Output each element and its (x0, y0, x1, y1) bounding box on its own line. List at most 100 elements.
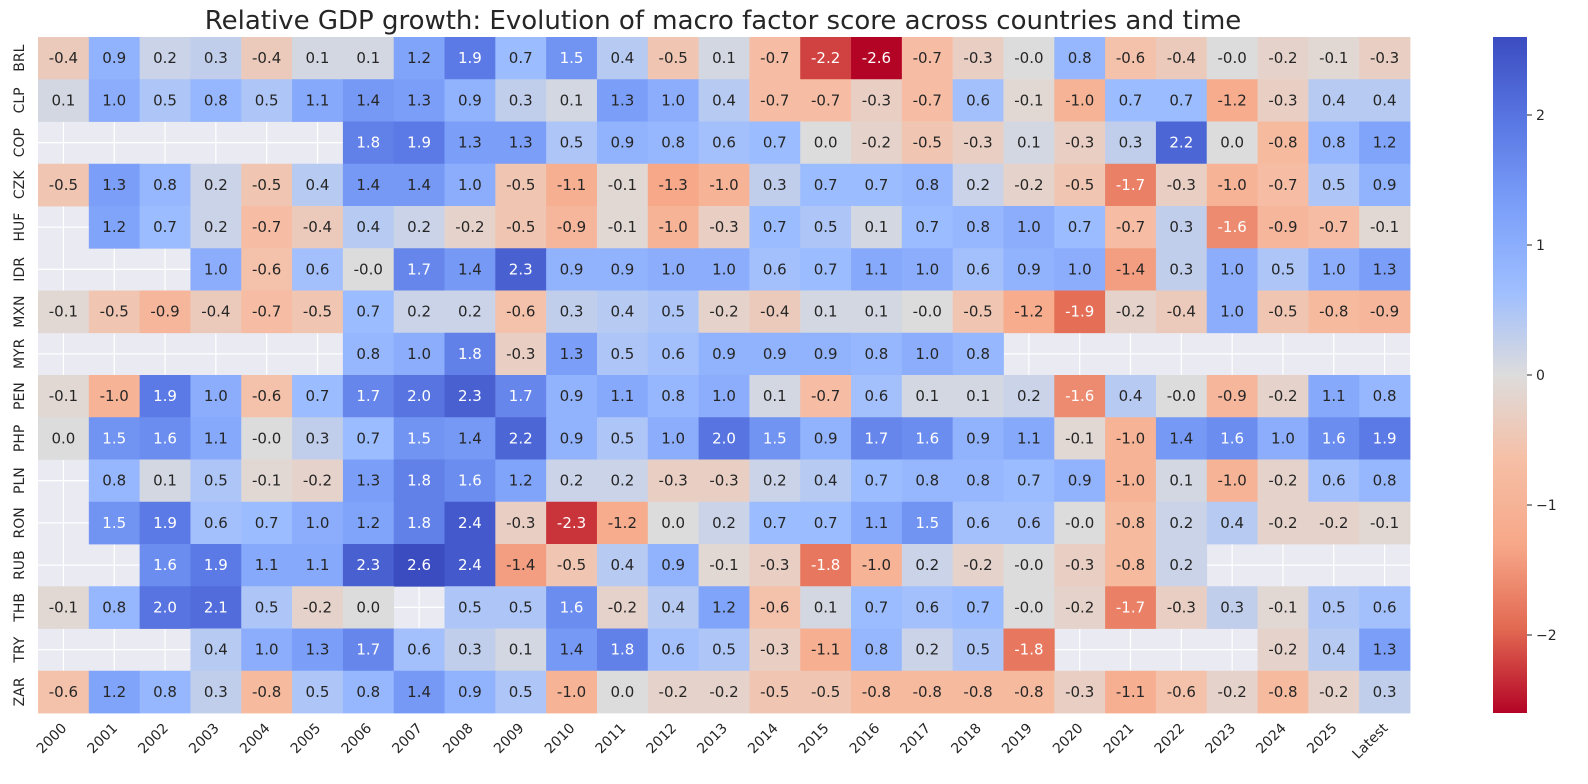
heatmap-cell (1105, 375, 1157, 418)
cell-label: 1.1 (865, 514, 889, 532)
heatmap-cell (546, 37, 598, 80)
colorbar-tick-label: −2 (1536, 628, 1557, 644)
heatmap-cell (546, 163, 598, 207)
cell-label: 1.6 (153, 556, 177, 574)
heatmap-cell (292, 248, 344, 291)
heatmap-cell (342, 290, 395, 334)
heatmap-cell (800, 670, 852, 714)
heatmap-cell (952, 586, 1004, 629)
heatmap-cell (952, 37, 1004, 80)
cell-label: 1.0 (1271, 429, 1295, 447)
heatmap-cell (698, 501, 750, 545)
heatmap-cell (800, 248, 852, 291)
cell-label: -0.4 (303, 218, 332, 236)
heatmap-cell (1155, 459, 1208, 503)
heatmap-cell (342, 37, 395, 80)
heatmap-cell (952, 332, 1004, 376)
heatmap-cell (241, 586, 293, 629)
heatmap-cell (596, 670, 649, 714)
heatmap-cell (1206, 459, 1258, 503)
heatmap-cell (1308, 375, 1360, 418)
heatmap-cell (1105, 79, 1157, 122)
heatmap-cell (88, 375, 141, 418)
heatmap-cell (444, 121, 496, 165)
cell-label: 0.9 (1068, 472, 1092, 490)
cell-label: 0.1 (560, 91, 584, 109)
heatmap-cell (546, 121, 598, 165)
cell-label: 0.5 (204, 472, 228, 490)
cell-label: 0.1 (356, 49, 380, 67)
cell-label: 0.7 (865, 176, 889, 194)
cell-label: 1.2 (509, 472, 533, 490)
heatmap-cell (546, 501, 598, 545)
heatmap-cell (800, 163, 852, 207)
cell-label: 0.8 (661, 134, 685, 152)
cell-label: 2.2 (509, 429, 533, 447)
heatmap-cell (444, 670, 496, 714)
heatmap-cell (444, 163, 496, 207)
cell-label: -0.7 (1116, 218, 1145, 236)
heatmap-cell (1155, 121, 1208, 165)
heatmap-cell (800, 206, 852, 249)
cell-label: -0.3 (963, 49, 992, 67)
y-tick-label: MXN (12, 296, 28, 328)
cell-label: 0.4 (610, 49, 634, 67)
heatmap-cell (1054, 79, 1106, 122)
heatmap-cell (1054, 375, 1106, 418)
heatmap-cell (596, 121, 649, 165)
heatmap-cell (292, 37, 344, 80)
heatmap-cell (1359, 417, 1411, 460)
cell-label: 1.6 (560, 598, 584, 616)
cell-label: -0.3 (506, 345, 535, 363)
y-tick-label: THB (12, 593, 28, 623)
cell-label: -0.5 (506, 218, 535, 236)
heatmap-cell (1257, 375, 1309, 418)
cell-label: -0.1 (1370, 514, 1399, 532)
cell-label: -0.1 (1065, 429, 1094, 447)
cell-label: 0.5 (255, 91, 279, 109)
cell-label: 0.2 (153, 49, 177, 67)
cell-label: 1.1 (204, 429, 228, 447)
cell-label: 0.1 (814, 598, 838, 616)
cell-label: 0.7 (255, 514, 279, 532)
cell-label: 0.0 (51, 429, 75, 447)
cell-label: 0.3 (1119, 134, 1143, 152)
cell-label: 1.1 (255, 556, 279, 574)
cell-label: -0.3 (1167, 598, 1196, 616)
heatmap-cell (139, 37, 191, 80)
cell-label: 0.4 (814, 472, 838, 490)
heatmap-cell (647, 163, 699, 207)
cell-label: 1.2 (356, 514, 380, 532)
heatmap-cell (495, 670, 547, 714)
heatmap-cell (800, 79, 852, 122)
cell-label: -1.6 (1218, 218, 1247, 236)
heatmap-cell (851, 79, 903, 122)
heatmap-cell (88, 290, 141, 334)
cell-label: -0.7 (1268, 176, 1297, 194)
cell-label: 0.7 (865, 472, 889, 490)
cell-label: -0.5 (49, 176, 78, 194)
heatmap-cell (292, 206, 344, 249)
heatmap-cell (952, 417, 1004, 460)
heatmap-cell (495, 248, 547, 291)
heatmap-cell (1003, 375, 1055, 418)
cell-label: -0.7 (252, 218, 281, 236)
cell-label: 0.7 (509, 49, 533, 67)
cell-label: 1.6 (1322, 429, 1346, 447)
heatmap-cell (749, 417, 801, 460)
heatmap-cell (901, 417, 954, 460)
cell-label: 0.3 (1373, 683, 1397, 701)
heatmap-cell (393, 459, 445, 503)
heatmap-cell (749, 501, 801, 545)
cell-label: 0.5 (966, 641, 990, 659)
heatmap-cell (1003, 37, 1055, 80)
heatmap-cell (1206, 79, 1258, 122)
cell-label: -0.4 (1167, 49, 1196, 67)
cell-label: -0.3 (1370, 49, 1399, 67)
cell-label: 0.6 (915, 598, 939, 616)
heatmap-cell (241, 37, 293, 80)
heatmap-cell (901, 37, 954, 80)
heatmap-cell (1359, 290, 1411, 334)
heatmap-cell (342, 163, 395, 207)
heatmap-cell (546, 628, 598, 672)
